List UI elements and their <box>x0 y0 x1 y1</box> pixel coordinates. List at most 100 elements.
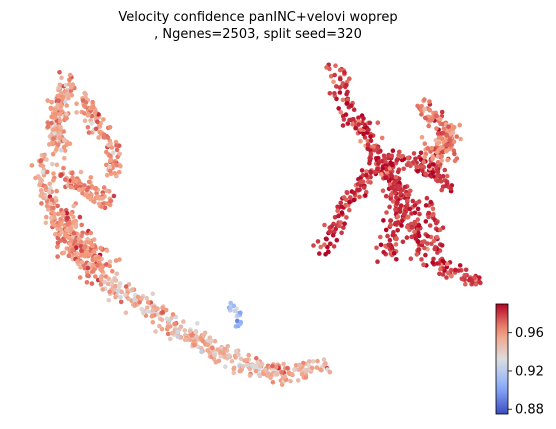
scatter-point <box>427 223 433 228</box>
scatter-point <box>255 360 260 366</box>
scatter-point <box>347 117 352 123</box>
scatter-point <box>439 136 445 141</box>
scatter-point <box>75 259 80 264</box>
scatter-point <box>61 144 67 150</box>
scatter-point <box>73 224 79 230</box>
scatter-point <box>62 239 68 244</box>
scatter-point <box>315 358 320 364</box>
scatter-point <box>438 145 444 150</box>
scatter-point <box>423 219 429 224</box>
scatter-point <box>194 334 199 339</box>
scatter-point <box>49 121 54 126</box>
scatter-point <box>70 247 76 253</box>
scatter-point <box>423 203 429 208</box>
scatter-point <box>55 254 60 259</box>
scatter-point <box>227 353 232 358</box>
scatter-point <box>327 369 333 375</box>
scatter-point <box>337 85 343 90</box>
scatter-point <box>109 145 115 150</box>
scatter-point <box>389 245 395 251</box>
scatter-point <box>444 148 450 153</box>
scatter-point <box>387 204 392 210</box>
scatter-point <box>236 352 241 358</box>
scatter-point <box>422 97 427 102</box>
scatter-point <box>55 244 60 250</box>
scatter-point <box>366 127 371 133</box>
scatter-point <box>463 281 468 287</box>
scatter-point <box>417 211 422 217</box>
scatter-point <box>391 251 397 256</box>
scatter-point <box>116 169 122 175</box>
scatter-point <box>73 245 79 250</box>
scatter-point <box>86 130 92 135</box>
scatter-point <box>344 215 349 220</box>
scatter-point <box>93 185 99 191</box>
scatter-point <box>74 251 80 256</box>
scatter-point <box>368 138 374 143</box>
scatter-point <box>434 149 440 155</box>
scatter-point <box>189 333 195 338</box>
scatter-point <box>408 256 414 262</box>
scatter-point <box>357 187 362 192</box>
scatter-point <box>323 236 329 242</box>
scatter-point <box>244 357 250 363</box>
scatter-point <box>453 267 458 273</box>
scatter-point <box>337 67 343 73</box>
scatter-point <box>64 111 69 117</box>
scatter-point <box>175 334 181 340</box>
scatter-point <box>406 214 411 220</box>
scatter-point <box>345 101 350 106</box>
scatter-point <box>144 295 150 301</box>
scatter-point <box>92 199 97 205</box>
scatter-point <box>415 103 420 109</box>
scatter-point <box>331 244 337 249</box>
scatter-point <box>388 218 394 223</box>
scatter-point <box>394 184 400 190</box>
scatter-point <box>107 125 113 130</box>
scatter-point <box>89 192 94 198</box>
scatter-point <box>107 289 112 295</box>
scatter-point <box>210 345 215 351</box>
scatter-point <box>437 116 443 122</box>
scatter-point <box>389 172 394 178</box>
scatter-point <box>363 193 368 198</box>
scatter-point <box>99 268 105 274</box>
scatter-point <box>336 213 341 219</box>
scatter-point <box>99 196 104 201</box>
scatter-point <box>426 214 431 220</box>
scatter-point <box>107 259 113 265</box>
scatter-point <box>44 157 49 162</box>
scatter-point <box>384 210 389 215</box>
scatter-point <box>71 231 77 236</box>
scatter-point <box>338 200 344 206</box>
scatter-point <box>383 159 388 165</box>
scatter-point <box>282 374 288 379</box>
scatter-point <box>330 233 336 238</box>
scatter-point <box>412 203 418 208</box>
scatter-point <box>463 267 469 273</box>
scatter-point <box>39 190 45 196</box>
scatter-point <box>372 147 377 153</box>
scatter-point <box>439 158 445 163</box>
scatter-point <box>48 106 54 112</box>
scatter-point <box>50 209 55 215</box>
scatter-point <box>246 352 251 358</box>
scatter-point <box>404 202 410 208</box>
scatter-point <box>59 147 64 153</box>
scatter-point <box>86 185 91 190</box>
scatter-point <box>114 271 120 277</box>
scatter-point <box>379 172 384 177</box>
scatter-point <box>394 201 400 206</box>
scatter-point <box>406 192 412 197</box>
scatter-point <box>78 169 84 175</box>
scatter-point <box>79 253 84 258</box>
scatter-point <box>163 307 169 313</box>
scatter-point <box>155 306 160 312</box>
scatter-point <box>281 361 286 367</box>
scatter-point <box>66 220 72 226</box>
scatter-point <box>86 179 92 185</box>
scatter-point <box>77 214 83 220</box>
scatter-point <box>91 104 96 110</box>
scatter-point <box>436 140 442 145</box>
